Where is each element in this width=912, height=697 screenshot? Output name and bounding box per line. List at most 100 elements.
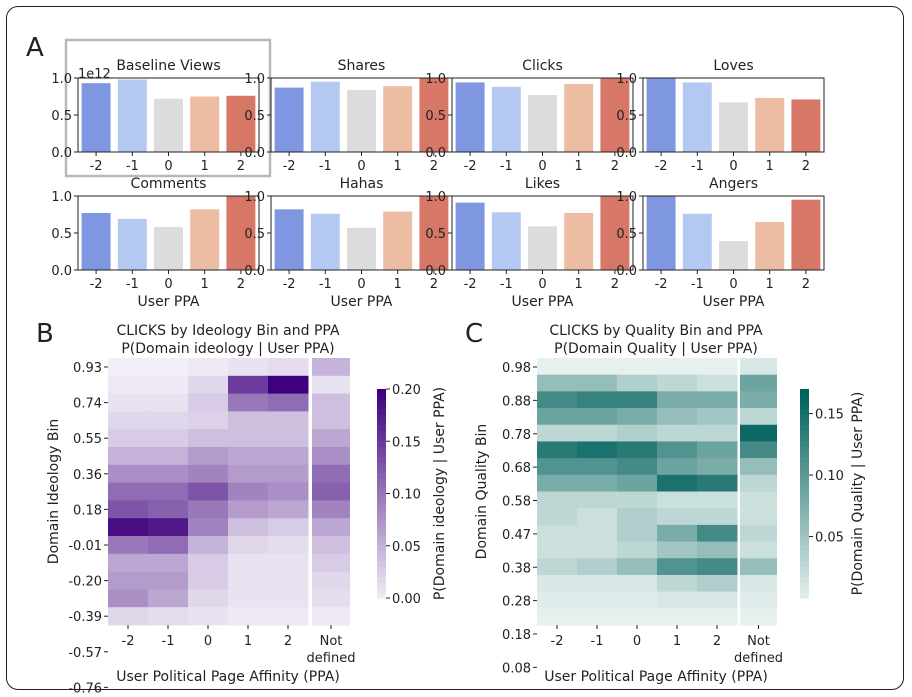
heat-cell (617, 358, 658, 376)
heat-cell (697, 474, 738, 492)
colorbar-segment (377, 477, 386, 484)
heat-cell (697, 608, 738, 626)
x-tick-label: 2 (237, 159, 245, 174)
colorbar-segment (377, 441, 386, 447)
bar-2 (419, 196, 449, 270)
x-tick-label: -1 (126, 159, 139, 174)
y-tick-label: 0.47 (502, 528, 531, 543)
colorbar-segment (800, 514, 809, 521)
heat-cell (268, 411, 309, 430)
colorbar-segment (800, 509, 809, 515)
chart-title: Clicks (522, 58, 563, 74)
colorbar-segment (377, 524, 386, 531)
colorbar-segment (377, 577, 386, 583)
colorbar-segment (377, 394, 386, 400)
heat-cell (188, 375, 229, 395)
y-tick-label: 0.5 (244, 227, 265, 242)
bar-2 (600, 78, 630, 152)
colorbar-tick-label: 0.00 (392, 592, 421, 607)
y-tick-label: 0.5 (616, 227, 637, 242)
x-tick-label: -2 (283, 277, 296, 292)
y-tick-label: 0.88 (502, 394, 531, 409)
heat-cell (268, 589, 309, 608)
colorbar-segment (377, 415, 386, 421)
heat-cell (617, 491, 658, 509)
heat-cell (537, 474, 578, 492)
heat-cell (657, 591, 698, 609)
colorbar-segment (800, 519, 809, 526)
colorbar-segment (377, 456, 386, 463)
heatmap-title: CLICKS by Quality Bin and PPA (549, 323, 763, 339)
colorbar-segment (377, 409, 386, 416)
heat-cell-not-defined (312, 482, 350, 501)
heat-cell (228, 358, 269, 377)
heat-cell (537, 524, 578, 543)
heat-cell (577, 608, 618, 626)
colorbar-segment (800, 545, 809, 552)
heat-cell (268, 500, 309, 519)
x-tick-label: 1 (244, 634, 252, 649)
colorbar-segment (377, 519, 386, 526)
heat-cell (148, 393, 189, 412)
colorbar-segment (377, 503, 386, 510)
x-tick-label: 1 (575, 277, 583, 292)
heat-cell (228, 589, 269, 608)
colorbar-segment (800, 451, 809, 458)
y-tick-label: 0.0 (425, 146, 446, 161)
heat-cell (577, 508, 618, 526)
colorbar-segment (800, 577, 809, 583)
heat-cell (577, 591, 618, 609)
heat-cell (657, 541, 698, 559)
x-axis-label: User Political Page Affinity (PPA) (544, 669, 768, 685)
x-tick-label: -1 (319, 159, 332, 174)
bar-chart-clicks: Clicks 0.0 0.5 1.0 -2 -1 0 1 2 (425, 58, 634, 174)
heat-cell (617, 558, 658, 576)
bar-charts: Baseline Views 0.0 0.5 1.0 -2 -1 0 1 2 Shares 0.0 0… (51, 38, 825, 310)
heat-cell (108, 607, 149, 626)
chart-title: Shares (338, 58, 386, 74)
heat-cell (657, 441, 698, 459)
heat-cell (268, 464, 309, 484)
x-tick-label: 1 (201, 277, 209, 292)
y-axis-label: Domain Ideology Bin (46, 419, 62, 564)
y-tick-label: 0.18 (73, 503, 102, 518)
y-tick-label: 0.5 (616, 109, 637, 124)
y-tick-label: -0.76 (68, 681, 102, 696)
heat-cell-not-defined (312, 500, 350, 519)
colorbar-segment (800, 561, 809, 568)
x-tick-label-defined: defined (307, 651, 356, 666)
heat-cell (188, 518, 229, 537)
heat-cell (108, 553, 149, 573)
heat-cell-not-defined (740, 391, 777, 409)
heat-cell (657, 474, 698, 492)
colorbar-segment (377, 530, 386, 536)
heat-cell (617, 608, 658, 626)
y-tick-label: 1.0 (616, 72, 637, 87)
colorbar-segment (377, 509, 386, 515)
colorbar-segment (800, 436, 809, 442)
heat-cell (617, 391, 658, 409)
heat-cell (108, 429, 149, 448)
chart-title: Comments (131, 176, 207, 192)
y-tick-label: 1.0 (51, 190, 72, 205)
bar-0 (347, 89, 376, 152)
bar--1 (117, 79, 147, 152)
colorbar-segment (800, 472, 809, 479)
bar--2 (274, 87, 304, 152)
heat-cell-not-defined (740, 491, 777, 509)
x-axis-label: User PPA (138, 294, 200, 310)
heat-cell (537, 491, 578, 509)
heat-cell (537, 591, 578, 609)
heat-cell-not-defined (312, 571, 350, 590)
colorbar-segment (800, 503, 809, 510)
x-tick-label: 0 (538, 277, 546, 292)
x-axis-label: User Political Page Affinity (PPA) (116, 669, 340, 685)
bar--2 (646, 78, 676, 152)
y-tick-label: 0.5 (51, 227, 72, 242)
colorbar-segment (377, 582, 386, 589)
colorbar-segment (377, 451, 386, 458)
x-axis-label: User PPA (512, 294, 574, 310)
heat-cell (268, 536, 309, 555)
bar-0 (719, 241, 748, 270)
bar-chart-hahas: Hahas 0.0 0.5 1.0 -2 -1 0 1 2 User PPA (244, 176, 453, 310)
